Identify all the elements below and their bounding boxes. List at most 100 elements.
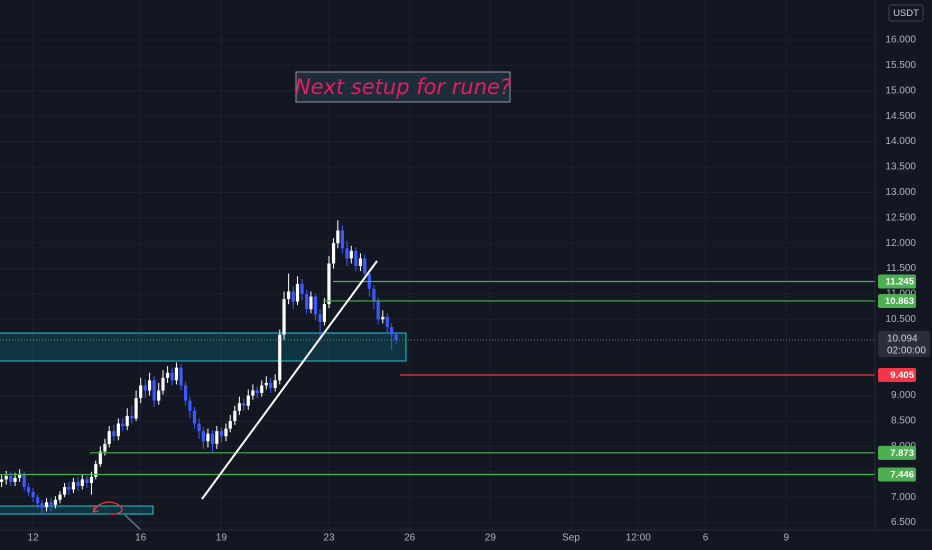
candle-body: [201, 431, 205, 442]
y-tick-label: 14.500: [885, 111, 916, 122]
y-tick-label: 6.500: [891, 517, 916, 528]
candle-body: [313, 296, 318, 315]
currency: USDT: [893, 8, 919, 19]
candle-body: [71, 481, 76, 490]
candle-body: [268, 382, 273, 388]
candle-body: [358, 258, 363, 267]
y-tick-label: 7.000: [891, 492, 916, 503]
y-tick-label: 14.000: [885, 136, 916, 147]
candle-body: [363, 258, 367, 274]
candle-body: [98, 451, 102, 465]
candle-body: [116, 423, 120, 437]
candle-body: [85, 479, 89, 483]
candle-body: [210, 433, 215, 444]
candle-body: [76, 481, 80, 487]
candle-body: [80, 479, 84, 487]
title-box: [295, 71, 511, 103]
x-tick-label: 6: [703, 533, 709, 544]
currency-box: [888, 4, 924, 22]
y-tick-label: 12.000: [885, 238, 916, 249]
x-tick-label: 29: [485, 533, 497, 544]
candle-body: [58, 494, 62, 500]
candle-body: [174, 367, 179, 381]
candle-body: [125, 415, 129, 427]
candle-body: [9, 475, 13, 482]
candle-body: [331, 243, 336, 264]
x-tick-label: 16: [135, 533, 147, 544]
candle-body: [295, 283, 300, 302]
candle-body: [251, 390, 255, 396]
candle-body: [246, 395, 250, 406]
countdown: 02:00:00: [887, 346, 926, 357]
x-tick-label: 23: [323, 533, 335, 544]
candle-body: [4, 475, 8, 480]
y-tick-label: 8.500: [891, 416, 916, 427]
x-tick-label: 19: [216, 533, 228, 544]
candle-body: [112, 431, 116, 437]
candle-body: [179, 367, 183, 386]
candle-body: [53, 499, 58, 505]
level-label-box: [878, 274, 916, 289]
candle-body: [206, 433, 210, 442]
candle-body: [322, 304, 326, 322]
candle-body: [147, 380, 152, 391]
arrow-head: [92, 505, 100, 513]
candle-body: [188, 400, 192, 411]
candle-body: [161, 377, 165, 391]
candle-body: [0, 479, 4, 482]
candle-body: [291, 291, 295, 302]
zone: [0, 505, 154, 515]
candle-body: [26, 487, 31, 493]
y-tick-label: 11.500: [886, 263, 916, 274]
x-tick-label: 26: [404, 533, 416, 544]
y-tick-label: 9.000: [891, 390, 916, 401]
level-label: 11.245: [885, 277, 914, 288]
zone: [0, 332, 407, 362]
y-tick-label: 13.000: [885, 187, 916, 198]
y-tick-label: 13.500: [885, 162, 916, 173]
candle-body: [219, 431, 223, 437]
candle-body: [170, 372, 174, 381]
candle-body: [103, 443, 107, 452]
trend-line: [201, 260, 378, 500]
arrow-annotation: [92, 501, 123, 515]
candle-body: [215, 431, 219, 444]
x-tick-label: 12: [28, 533, 40, 544]
y-tick-label: 15.000: [885, 85, 916, 96]
candle-body: [233, 410, 237, 421]
level-label-box: [878, 368, 916, 383]
level-label-box: [878, 293, 916, 308]
last-price-label: 10.094: [887, 334, 918, 345]
candle-body: [13, 477, 17, 482]
chart-title: Next setup for rune?: [295, 75, 511, 99]
candle-body: [143, 385, 147, 391]
candle-body: [336, 230, 340, 244]
candle-body: [197, 423, 201, 432]
candle-body: [305, 293, 309, 310]
candle-body: [183, 385, 188, 401]
candle-body: [376, 301, 380, 320]
axes: 6.5007.0007.5008.0008.5009.00010.50011.0…: [28, 35, 930, 544]
candle-body: [224, 428, 228, 437]
candle-body: [107, 431, 111, 444]
candle-body: [273, 380, 277, 388]
candle-body: [309, 296, 313, 310]
candle-body: [228, 420, 232, 429]
y-tick-label: 12.500: [885, 212, 916, 223]
candle-body: [372, 288, 376, 302]
level-label: 7.873: [890, 448, 914, 459]
candle-body: [44, 502, 49, 508]
y-tick-label: 16.000: [885, 35, 916, 46]
candle-body: [390, 327, 394, 335]
candle-body: [381, 316, 385, 320]
candle-body: [318, 314, 322, 322]
candle-body: [22, 474, 26, 488]
candle-body: [134, 398, 138, 419]
candle-body: [130, 415, 134, 419]
candle-body: [242, 403, 246, 406]
x-tick-label: 9: [783, 533, 789, 544]
y-tick-label: 15.500: [885, 60, 916, 71]
candle-body: [237, 403, 241, 411]
